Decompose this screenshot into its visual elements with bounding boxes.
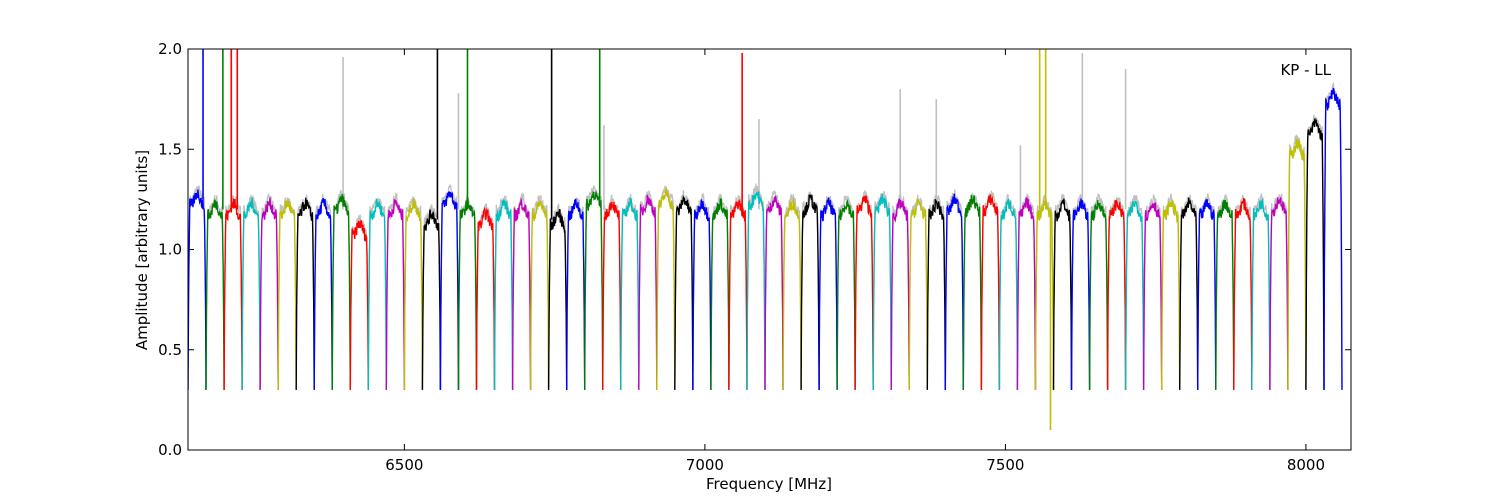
- channel-trace: [746, 191, 766, 390]
- channel-trace: [566, 198, 586, 390]
- channel-trace: [259, 197, 279, 390]
- channel-trace: [1179, 197, 1199, 390]
- channel-trace: [1142, 202, 1163, 390]
- channel-trace: [926, 199, 946, 390]
- channel-trace: [674, 194, 694, 390]
- series-layer: [188, 49, 1343, 430]
- channel-trace: [1161, 200, 1181, 390]
- channel-trace: [872, 193, 892, 390]
- plot-area: [187, 48, 1352, 451]
- channel-trace: [493, 199, 514, 390]
- channel-trace: [475, 206, 496, 390]
- channel-trace: [403, 198, 424, 390]
- channel-trace: [547, 209, 568, 390]
- channel-trace: [710, 198, 730, 390]
- y-tick-label: 2.0: [158, 40, 182, 58]
- y-tick-label: 0.0: [158, 441, 182, 459]
- channel-trace: [241, 197, 261, 390]
- channel-trace: [277, 198, 297, 390]
- channel-trace: [349, 219, 369, 390]
- channel-trace: [313, 197, 333, 390]
- channel-trace: [692, 199, 712, 390]
- x-tick-label: 7500: [986, 456, 1024, 474]
- channel-trace: [421, 209, 442, 390]
- channel-trace: [620, 197, 640, 390]
- y-tick-label: 1.5: [158, 140, 182, 158]
- channel-trace: [1016, 197, 1037, 390]
- x-axis: 6500 7000 7500 8000: [385, 49, 1325, 474]
- channel-trace: [638, 194, 658, 390]
- channel-trace: [511, 197, 532, 390]
- channel-trace: [854, 195, 874, 390]
- channel-trace: [188, 189, 207, 390]
- channel-trace: [998, 198, 1019, 390]
- channel-trace: [331, 193, 351, 390]
- channel-trace: [1269, 197, 1289, 390]
- channel-trace: [818, 197, 838, 390]
- channel-trace: [656, 185, 676, 390]
- channel-trace: [1124, 200, 1145, 390]
- channel-trace: [205, 199, 225, 390]
- annotation-label: KP - LL: [1280, 61, 1331, 79]
- channel-trace: [1052, 198, 1073, 390]
- channel-trace: [529, 199, 550, 390]
- channel-trace: [223, 197, 243, 390]
- x-axis-title: Frequency [MHz]: [706, 475, 832, 493]
- channel-trace: [584, 191, 604, 390]
- channel-trace: [728, 199, 748, 390]
- channel-trace: [1197, 199, 1217, 390]
- channel-trace: [1251, 198, 1271, 390]
- x-tick-label: 8000: [1287, 456, 1325, 474]
- channel-trace: [457, 197, 478, 390]
- channel-trace: [800, 194, 820, 390]
- channel-trace: [1070, 198, 1091, 390]
- channel-trace: [1287, 138, 1307, 390]
- channel-trace: [962, 194, 983, 390]
- channel-trace: [1305, 118, 1325, 390]
- channel-trace: [782, 198, 802, 390]
- channel-trace: [367, 198, 387, 390]
- channel-trace: [295, 197, 315, 390]
- channel-trace: [385, 199, 406, 390]
- x-tick-label: 6500: [385, 456, 423, 474]
- channel-trace: [890, 197, 910, 390]
- channel-trace: [439, 191, 460, 390]
- channel-trace: [944, 193, 964, 390]
- y-axis-title: Amplitude [arbitrary units]: [133, 150, 151, 350]
- channel-trace: [602, 201, 622, 390]
- y-tick-label: 0.5: [158, 341, 182, 359]
- channel-trace: [1323, 87, 1343, 390]
- channel-trace: [1215, 199, 1235, 390]
- channel-trace: [836, 198, 856, 390]
- channel-trace: [1233, 197, 1253, 390]
- x-tick-label: 7000: [686, 456, 724, 474]
- channel-trace: [980, 194, 1001, 390]
- channel-trace: [764, 195, 784, 390]
- y-tick-label: 1.0: [158, 241, 182, 259]
- channel-trace: [1106, 199, 1127, 390]
- channel-trace: [908, 197, 928, 390]
- y-axis: 0.0 0.5 1.0 1.5 2.0: [158, 40, 1351, 459]
- plot-frame: [187, 48, 1352, 451]
- channel-trace: [1088, 200, 1109, 390]
